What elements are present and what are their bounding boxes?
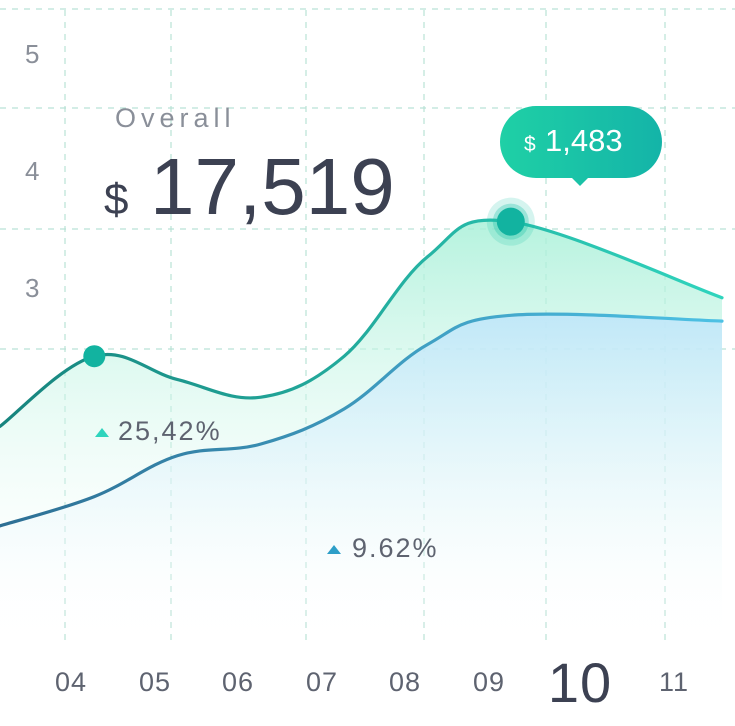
overall-label: Overall	[115, 103, 236, 133]
y-tick-label: 3	[25, 273, 39, 303]
up-triangle-icon	[327, 545, 341, 554]
x-axis: 04 05 06 07 08 09 10 11	[55, 651, 689, 714]
series-areas	[0, 220, 722, 640]
x-tick-label: 04	[55, 667, 87, 697]
y-tick-label: 4	[25, 156, 39, 186]
data-marker	[83, 345, 106, 368]
y-tick-label: 5	[25, 39, 39, 69]
x-tick-label: 11	[659, 667, 689, 697]
x-tick-label: 08	[389, 667, 421, 697]
tooltip-bubble	[500, 106, 662, 186]
series-2-area	[0, 314, 722, 640]
y-axis: 5 4 3	[25, 39, 39, 303]
x-tick-label: 06	[222, 667, 254, 697]
series-2-change: 9.62%	[327, 533, 439, 563]
series-1-change: 25,42%	[95, 416, 222, 446]
series-2-line	[0, 312, 724, 528]
x-tick-label-active: 10	[548, 651, 612, 714]
value-tooltip: $ 1,483	[500, 106, 662, 186]
x-tick-label: 05	[139, 667, 171, 697]
series-2-change-label: 9.62%	[352, 533, 439, 563]
x-tick-label: 07	[306, 667, 338, 697]
series-1-change-label: 25,42%	[118, 416, 222, 446]
x-tick-label: 09	[473, 667, 505, 697]
tooltip-currency: $	[524, 133, 536, 156]
tooltip-value: 1,483	[545, 123, 623, 158]
overall-value: 17,519	[150, 142, 395, 231]
data-markers	[83, 197, 535, 368]
up-triangle-icon	[95, 428, 109, 437]
overall-summary: Overall $ 17,519	[104, 103, 395, 231]
highlight-marker	[496, 207, 525, 236]
overall-currency: $	[104, 175, 128, 224]
